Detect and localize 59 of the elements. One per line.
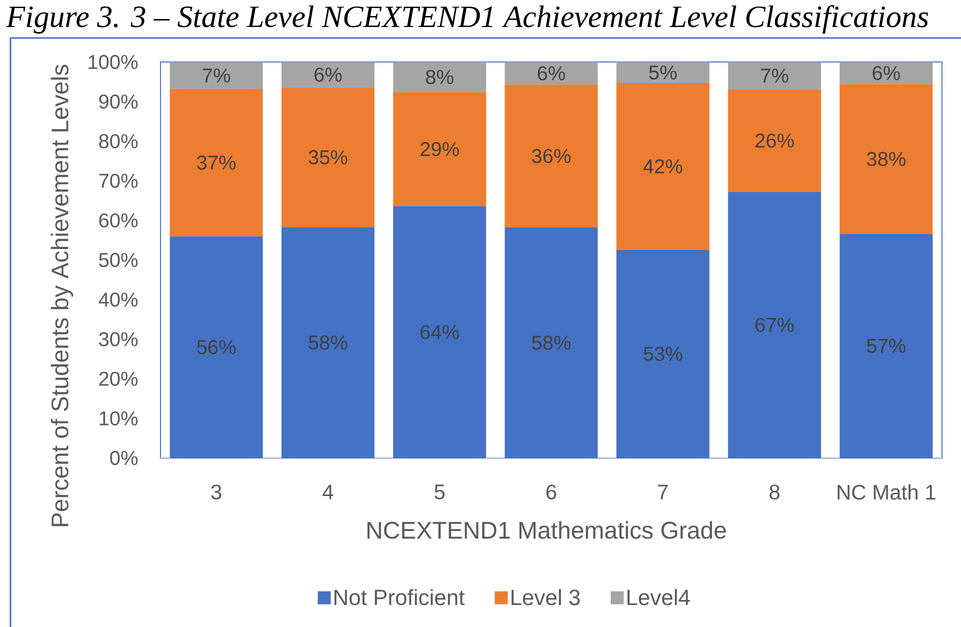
x-axis-title: NCEXTEND1 Mathematics Grade — [368, 521, 726, 539]
data-label: 37% — [197, 155, 236, 170]
data-label: 58% — [308, 335, 348, 350]
legend-label: Not Proficient — [334, 589, 465, 606]
y-tick-label: 100% — [88, 54, 138, 70]
y-tick-label: 40% — [98, 292, 138, 307]
data-label: 36% — [532, 148, 571, 164]
x-tick-label: 3 — [211, 484, 222, 500]
bar — [616, 82, 710, 250]
data-label: 67% — [756, 318, 794, 332]
y-tick-label: 0% — [110, 450, 138, 466]
data-label: 7% — [761, 68, 788, 83]
bar — [840, 62, 933, 84]
bar — [170, 88, 263, 236]
y-tick-label: 20% — [99, 372, 138, 386]
bar — [504, 84, 598, 228]
y-tick-label: 80% — [99, 134, 138, 148]
data-label: 7% — [202, 68, 230, 82]
data-label: 57% — [866, 338, 906, 353]
data-label: 6% — [872, 66, 900, 80]
bar — [393, 62, 486, 92]
x-tick-label: 7 — [658, 484, 668, 500]
bar — [728, 62, 822, 90]
data-label: 42% — [643, 159, 682, 174]
data-label: 53% — [644, 346, 682, 361]
x-tick-label: 5 — [434, 484, 445, 500]
chart-title: Figure 3. 3 – State Level NCEXTEND1 Achievement Level Classifications — [6, 5, 928, 34]
y-tick-label: 10% — [100, 411, 138, 426]
data-label: 26% — [756, 134, 794, 148]
x-tick-label: 6 — [546, 484, 556, 500]
data-label: 58% — [532, 336, 571, 350]
y-tick-label: 90% — [99, 94, 138, 109]
data-label: 8% — [426, 70, 454, 84]
bar — [170, 62, 263, 89]
y-tick-label: 60% — [99, 213, 138, 228]
x-tick-label: NC Math 1 — [838, 484, 936, 500]
legend-label: Level4 — [628, 589, 690, 606]
x-tick-label: 4 — [322, 484, 334, 500]
y-axis-title: Percent of Students by Achievement Levels — [50, 64, 74, 526]
bar — [504, 62, 598, 85]
bar — [728, 89, 822, 192]
data-label: 56% — [197, 340, 236, 354]
data-label: 29% — [420, 142, 459, 156]
y-tick-label: 30% — [99, 332, 138, 346]
y-tick-label: 50% — [99, 252, 138, 268]
y-tick-label: 70% — [99, 174, 138, 188]
bar — [616, 62, 710, 83]
data-label: 35% — [308, 150, 348, 164]
legend-label: Level 3 — [512, 589, 580, 606]
data-label: 64% — [420, 324, 459, 340]
data-label: 6% — [314, 68, 342, 82]
bar — [281, 62, 374, 88]
x-tick-label: 8 — [770, 484, 780, 500]
bar — [840, 84, 933, 234]
bar — [393, 92, 486, 206]
data-label: 6% — [538, 66, 565, 80]
data-label: 5% — [649, 65, 677, 80]
bar — [281, 87, 374, 228]
data-label: 38% — [866, 152, 906, 166]
